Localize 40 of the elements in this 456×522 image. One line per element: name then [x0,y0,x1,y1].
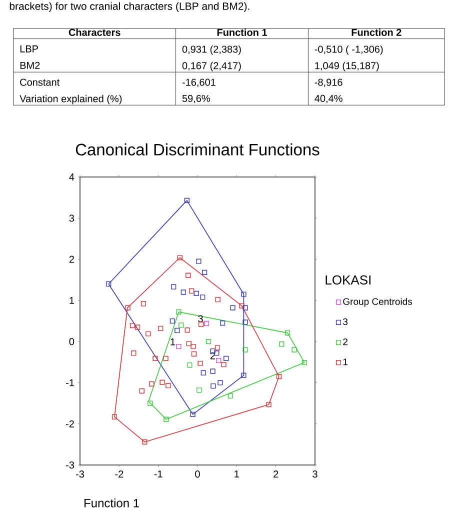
annotation: 3 [198,315,203,322]
text: Constant [20,78,60,86]
x-tick-label: 2 [274,470,278,478]
legend-label: 1 [343,358,348,366]
y-tick-label: -2 [66,420,74,428]
legend-label: Group Centroids [343,298,412,307]
text: 40,4% [314,94,342,104]
x-tick-label: 3 [312,470,318,478]
y-tick-label: 0 [69,338,74,346]
text: 59,6% [182,94,210,104]
y-tick-label: -1 [66,379,74,386]
text: -16,601 [182,78,216,88]
text: 1,049 (15,187) [315,62,379,72]
y-tick-label: 2 [69,256,74,263]
text: 0,167 (2,417) [182,62,241,72]
y-tick-label: 4 [69,174,74,180]
text: Characters [68,28,120,36]
annotation: 1 [170,338,176,346]
text: BM2 [20,62,40,69]
x-tick-label: -1 [154,470,162,478]
legend-label: 3 [343,318,348,326]
text: Variation explained (%) [20,94,122,104]
legend-label: 2 [343,338,348,346]
x-tick-label: -2 [115,470,124,478]
y-tick-label: 3 [69,214,74,222]
text: 0,931 (2,383) [182,45,241,55]
x-axis-title: Function 1 [84,498,139,508]
legend-title: LOKASI [326,275,370,285]
y-tick-label: 1 [70,296,74,304]
text: LBP [20,45,38,52]
x-tick-label: 1 [234,470,239,478]
chart-title: Canonical Discriminant Functions [76,143,320,156]
text: Function 1 [217,28,267,36]
x-tick-label: -3 [76,470,84,478]
text: -0,510 ( -1,306) [314,45,383,55]
y-tick-label: -3 [66,461,74,469]
x-tick-label: 0 [195,470,200,478]
text: -8,916 [314,78,342,88]
text: Function 2 [352,28,402,36]
text: brackets) for two cranial characters (LBP and BM2). [10,2,250,12]
